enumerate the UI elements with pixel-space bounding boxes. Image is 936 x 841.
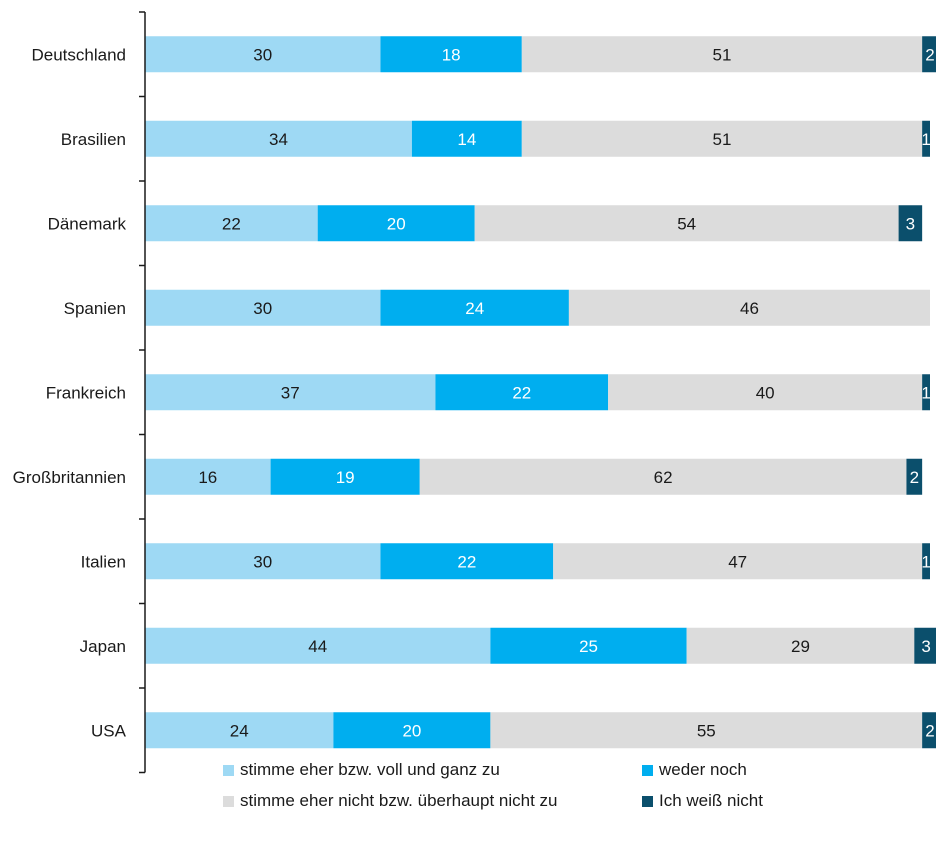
data-label: 3 — [906, 214, 915, 233]
data-label: 44 — [308, 637, 327, 656]
data-label: 34 — [269, 130, 288, 149]
data-label: 30 — [253, 552, 272, 571]
bar-segment — [145, 120, 412, 157]
bar-segment — [922, 120, 930, 157]
bar-segment — [906, 458, 923, 495]
data-label: 55 — [697, 721, 716, 740]
data-label: 20 — [387, 214, 406, 233]
category-label: Deutschland — [31, 45, 126, 64]
bar-segment — [490, 627, 687, 664]
data-label: 37 — [281, 383, 300, 402]
category-labels: Deutschland Brasilien Dänemark Spanien Frank… — [13, 45, 127, 740]
data-label: 18 — [442, 45, 461, 64]
data-label: 46 — [740, 299, 759, 318]
data-label: 22 — [512, 383, 531, 402]
bar-segment — [922, 374, 930, 411]
data-label: 22 — [222, 214, 241, 233]
bar-segment — [270, 458, 420, 495]
data-label: 30 — [253, 299, 272, 318]
data-label: 47 — [728, 552, 747, 571]
data-label: 1 — [921, 383, 930, 402]
bar-segment — [317, 205, 475, 242]
category-label: USA — [91, 721, 127, 740]
bar-segment — [145, 36, 381, 73]
bar-segment — [898, 205, 923, 242]
data-label: 14 — [457, 130, 476, 149]
bar-segment — [922, 712, 936, 749]
bar-segment — [380, 36, 522, 73]
bar-segment — [380, 289, 569, 326]
bar-segment — [568, 289, 930, 326]
bar-segment — [553, 543, 923, 580]
data-label: 62 — [654, 468, 673, 487]
data-label: 1 — [921, 552, 930, 571]
bar-segment — [333, 712, 491, 749]
category-label: Frankreich — [46, 383, 126, 402]
category-label: Spanien — [64, 299, 126, 318]
data-label: 29 — [791, 637, 810, 656]
bar-segment — [521, 36, 923, 73]
data-label: 16 — [198, 468, 217, 487]
data-label: 2 — [925, 721, 934, 740]
bar-segment — [145, 205, 318, 242]
data-label: 51 — [713, 45, 732, 64]
category-label: Brasilien — [61, 130, 126, 149]
y-axis — [139, 11, 146, 774]
data-label: 19 — [336, 468, 355, 487]
category-label: Großbritannien — [13, 468, 126, 487]
bar-segment — [474, 205, 899, 242]
bar-segment — [411, 120, 522, 157]
data-label: 40 — [756, 383, 775, 402]
data-label: 22 — [457, 552, 476, 571]
data-label: 1 — [921, 130, 930, 149]
bar-segment — [521, 120, 923, 157]
category-label: Dänemark — [48, 214, 127, 233]
bar-segment — [380, 543, 554, 580]
data-label: 24 — [465, 299, 484, 318]
bar-segment — [922, 36, 936, 73]
bar-segment — [490, 712, 923, 749]
data-label: 2 — [925, 45, 934, 64]
bar-segment — [914, 627, 936, 664]
data-label: 20 — [402, 721, 421, 740]
data-label: 30 — [253, 45, 272, 64]
bar-segment — [145, 543, 381, 580]
bar-segment — [145, 289, 381, 326]
bar-segment — [435, 374, 609, 411]
bar-segment — [145, 374, 436, 411]
bar-segment — [145, 712, 334, 749]
data-label: 25 — [579, 637, 598, 656]
bar-segment — [145, 627, 491, 664]
bar-segment — [922, 543, 930, 580]
data-label: 24 — [230, 721, 249, 740]
bar-segment — [686, 627, 915, 664]
data-label: 51 — [713, 130, 732, 149]
bar-segment — [419, 458, 907, 495]
category-label: Japan — [80, 637, 126, 656]
category-label: Italien — [81, 552, 126, 571]
data-label: 54 — [677, 214, 696, 233]
bar-segment — [145, 458, 271, 495]
data-label: 3 — [921, 637, 930, 656]
bar-segment — [608, 374, 923, 411]
data-label: 2 — [910, 468, 919, 487]
